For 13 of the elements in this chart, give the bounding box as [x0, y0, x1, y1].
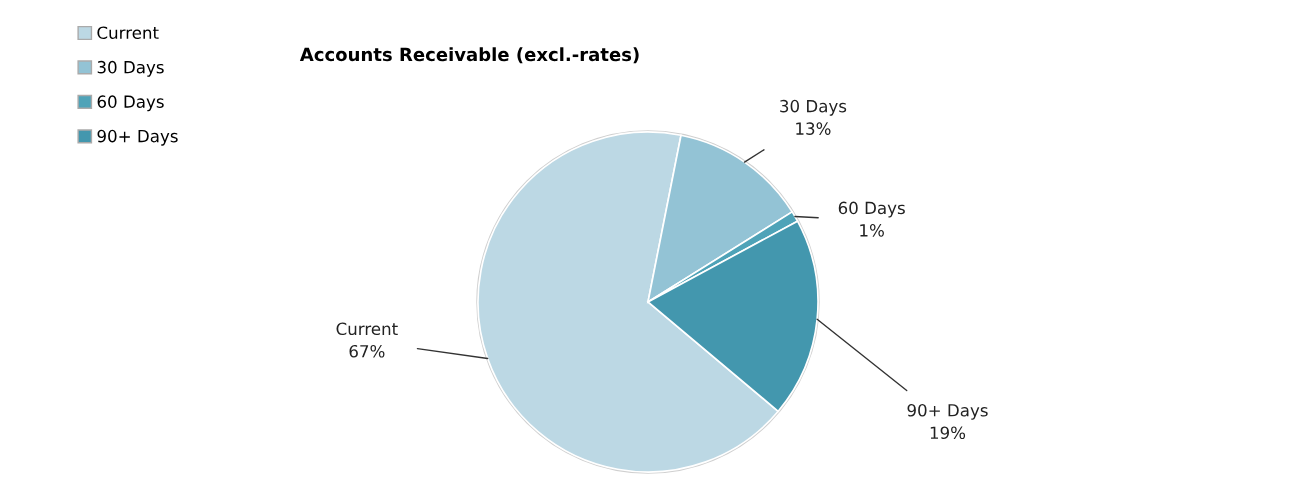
legend-label: 30 Days — [97, 60, 164, 77]
data-label: 19% — [930, 426, 966, 440]
legend-label: Current — [97, 26, 159, 40]
text: Accounts Receivable (excl.-rates) — [299, 47, 639, 64]
data-label: 1% — [860, 224, 884, 237]
slice-label: Current — [336, 322, 398, 336]
data-label: 67% — [349, 344, 385, 358]
slice-label: 30 Days — [780, 99, 847, 116]
data-label: 13% — [796, 122, 831, 135]
legend-label: 90+ Days — [97, 129, 178, 146]
legend-label: 60 Days — [97, 95, 164, 112]
slice-label: 90+ Days — [907, 404, 988, 420]
slice-label: 60 Days — [838, 201, 905, 218]
